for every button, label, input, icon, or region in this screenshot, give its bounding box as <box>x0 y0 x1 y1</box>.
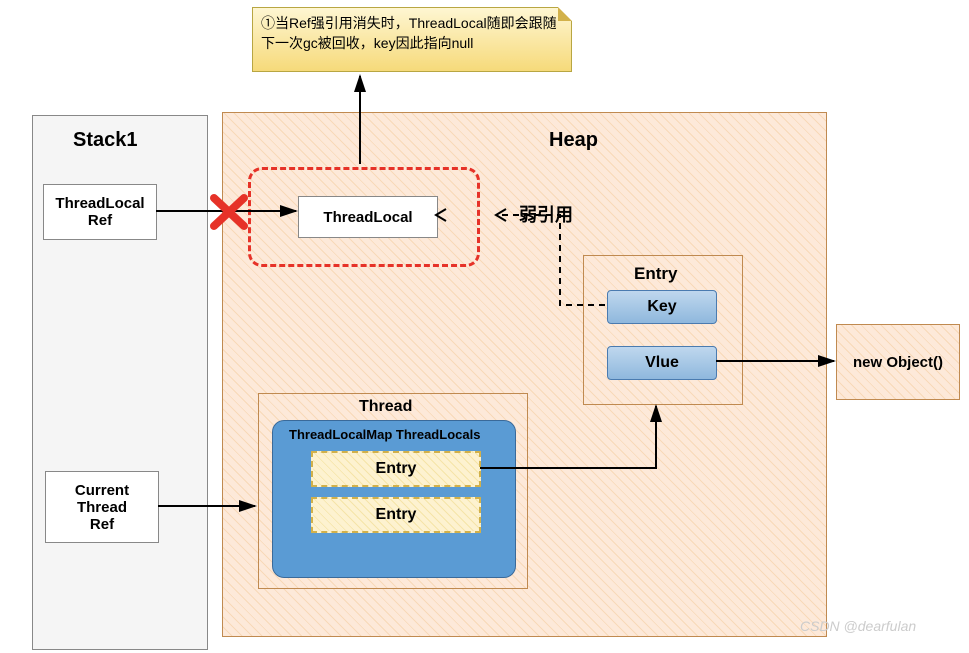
threadlocal-label: ThreadLocal <box>323 209 412 226</box>
threadlocalmap-box: ThreadLocalMap ThreadLocals Entry Entry <box>272 420 516 578</box>
entry-title: Entry <box>634 264 677 284</box>
thread-title: Thread <box>359 398 412 416</box>
threadlocal-ref-box: ThreadLocal Ref <box>43 184 157 240</box>
heap-title: Heap <box>549 129 598 152</box>
key-label: Key <box>647 298 676 316</box>
new-object-label: new Object() <box>853 354 943 371</box>
watermark: CSDN @dearfulan <box>800 618 916 634</box>
key-box: Key <box>607 290 717 324</box>
value-box: Vlue <box>607 346 717 380</box>
heap-container: Heap ThreadLocal 弱引用 Entry Key Vlue Thre… <box>222 112 827 637</box>
note-text: ①当Ref强引用消失时，ThreadLocal随即会跟随下一次gc被回收，key… <box>261 15 557 51</box>
entry-container: Entry Key Vlue <box>583 255 743 405</box>
threadlocal-box: ThreadLocal <box>298 196 438 238</box>
threadlocal-ref-label: ThreadLocal Ref <box>55 195 144 229</box>
stack-title: Stack1 <box>73 129 138 152</box>
new-object-box: new Object() <box>836 324 960 400</box>
map-entry-2-label: Entry <box>376 506 417 524</box>
current-thread-ref-box: Current Thread Ref <box>45 471 159 543</box>
stack-container: Stack1 ThreadLocal Ref Current Thread Re… <box>32 115 208 650</box>
map-entry-2: Entry <box>311 497 481 533</box>
map-entry-1-label: Entry <box>376 460 417 478</box>
map-title: ThreadLocalMap ThreadLocals <box>289 427 480 442</box>
thread-container: Thread ThreadLocalMap ThreadLocals Entry… <box>258 393 528 589</box>
map-entry-1: Entry <box>311 451 481 487</box>
value-label: Vlue <box>645 354 679 372</box>
current-thread-ref-label: Current Thread Ref <box>75 482 129 533</box>
weak-ref-label: 弱引用 <box>519 201 573 227</box>
note-box: ①当Ref强引用消失时，ThreadLocal随即会跟随下一次gc被回收，key… <box>252 7 572 72</box>
